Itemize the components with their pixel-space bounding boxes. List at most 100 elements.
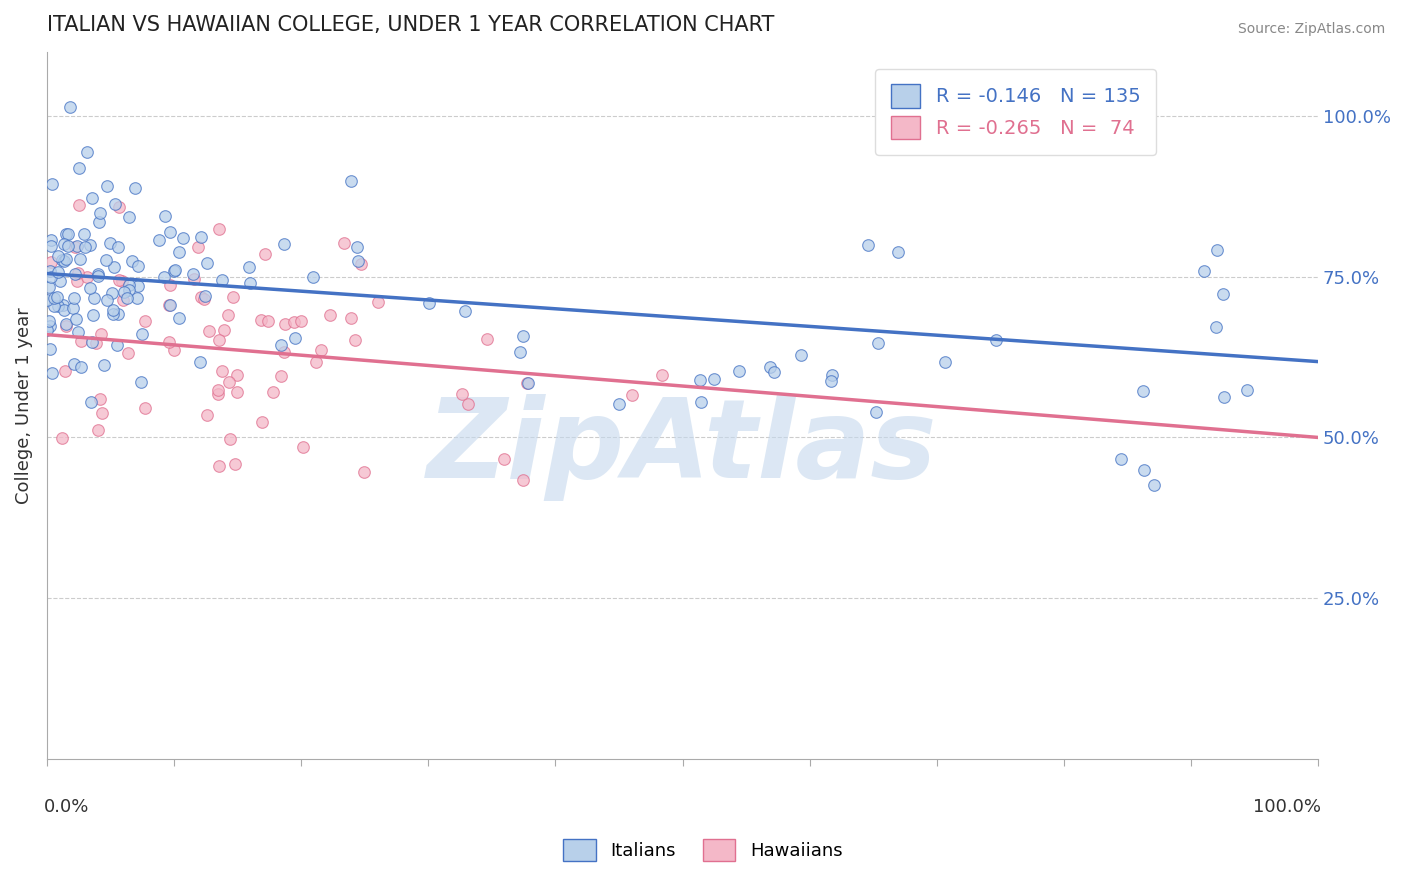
Point (46, 249, 69, 263)
Point (347, 253, 370, 268)
Point (254, 246, 277, 260)
Point (107, 200, 129, 214)
Point (148, 233, 170, 247)
Point (866, 336, 889, 351)
Point (309, 343, 332, 357)
Point (194, 289, 217, 303)
Point (252, 416, 274, 430)
Point (89, 206, 111, 220)
Point (62, 301, 84, 315)
Point (46, 299, 69, 313)
Point (1213, 390, 1236, 404)
Point (105, 337, 128, 351)
Point (159, 225, 181, 239)
Point (69, 252, 91, 266)
Point (107, 240, 129, 254)
Point (332, 236, 354, 251)
Point (689, 374, 711, 388)
Point (55, 318, 77, 332)
Point (167, 244, 190, 259)
Point (66, 239, 89, 253)
Point (690, 394, 713, 409)
Point (509, 344, 531, 359)
Point (127, 291, 149, 305)
Point (41, 177, 63, 191)
Point (1236, 383, 1258, 397)
Point (153, 269, 176, 284)
Point (63, 291, 86, 305)
Point (66, 266, 89, 280)
Point (46, 265, 69, 279)
Point (118, 278, 141, 293)
Point (75, 239, 97, 253)
Point (239, 277, 262, 291)
Point (124, 181, 146, 195)
Point (159, 278, 181, 293)
Point (181, 267, 204, 281)
Point (94, 252, 117, 267)
Point (53, 236, 76, 251)
Point (1205, 320, 1227, 334)
Point (607, 397, 630, 411)
Point (76, 270, 98, 285)
Point (224, 457, 246, 471)
Point (39, 254, 62, 268)
Point (188, 355, 211, 369)
Point (270, 338, 292, 352)
Point (51, 431, 73, 445)
Point (865, 405, 887, 419)
Point (37, 323, 59, 337)
Point (344, 333, 367, 347)
Point (986, 333, 1008, 347)
Point (86, 268, 108, 282)
Point (305, 355, 328, 369)
Point (172, 230, 194, 244)
Point (103, 260, 125, 274)
Point (187, 239, 209, 253)
Legend: Italians, Hawaiians: Italians, Hawaiians (554, 830, 852, 870)
Point (651, 368, 673, 382)
Point (727, 364, 749, 378)
Point (134, 313, 156, 327)
Point (117, 346, 139, 360)
Point (67, 161, 90, 176)
Point (79, 238, 101, 252)
Point (101, 302, 124, 317)
Point (39, 270, 62, 285)
Point (346, 240, 368, 254)
Point (55, 319, 77, 334)
Point (127, 278, 149, 293)
Y-axis label: College, Under 1 year: College, Under 1 year (15, 307, 32, 504)
Point (41, 233, 63, 247)
Point (207, 383, 229, 397)
Point (157, 334, 180, 349)
Point (163, 262, 186, 277)
Point (65, 240, 87, 254)
Point (226, 384, 249, 399)
Point (273, 237, 295, 252)
Point (46, 290, 69, 304)
Point (290, 313, 312, 327)
Legend: R = -0.146   N = 135, R = -0.265   N =  74: R = -0.146 N = 135, R = -0.265 N = 74 (876, 69, 1156, 155)
Point (65, 312, 87, 326)
Point (262, 384, 284, 399)
Point (1132, 384, 1154, 398)
Point (217, 308, 239, 322)
Point (790, 348, 813, 362)
Point (758, 359, 780, 374)
Point (90, 327, 112, 342)
Point (52, 298, 75, 312)
Point (284, 331, 307, 345)
Point (1109, 452, 1132, 467)
Point (703, 372, 725, 386)
Point (118, 210, 141, 224)
Point (127, 260, 149, 274)
Point (222, 290, 245, 304)
Point (53, 363, 76, 377)
Text: 100.0%: 100.0% (1253, 797, 1320, 815)
Point (934, 355, 956, 369)
Point (858, 237, 880, 252)
Point (219, 433, 242, 447)
Point (283, 316, 305, 330)
Point (190, 289, 212, 303)
